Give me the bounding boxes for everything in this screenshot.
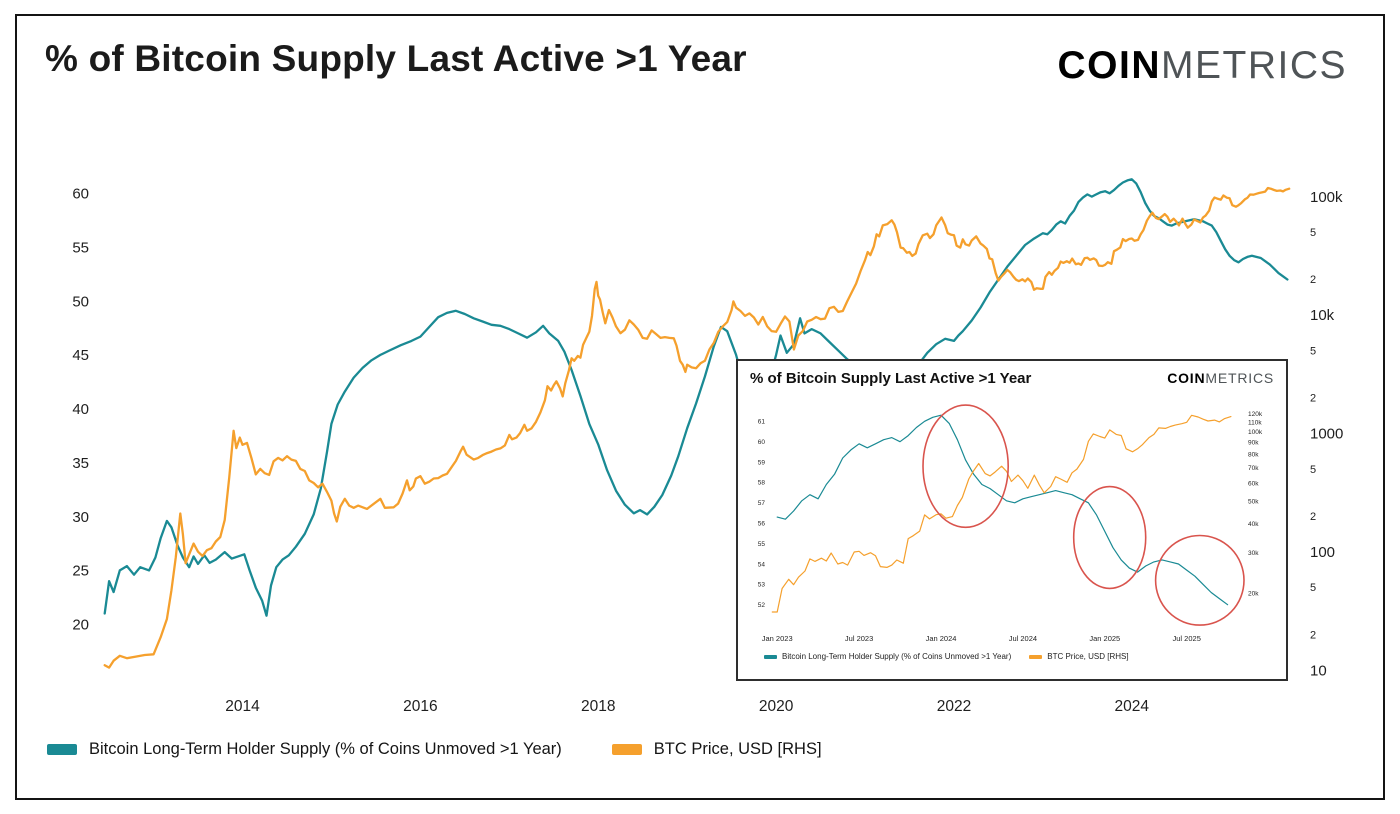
coinmetrics-logo: COINMETRICS xyxy=(1058,44,1348,88)
right-axis-tick-label: 2 xyxy=(1310,629,1316,641)
annotation-ellipse xyxy=(1154,534,1245,626)
right-axis-tick-label: 5 xyxy=(1310,582,1316,594)
left-axis-tick-label: 30 xyxy=(72,509,89,526)
inset-btc-price-legend-label: BTC Price, USD [RHS] xyxy=(1047,652,1129,661)
right-axis-tick-label: 100 xyxy=(1310,544,1335,561)
x-axis-tick-label: 2024 xyxy=(1115,698,1150,715)
btc-price-legend-label: BTC Price, USD [RHS] xyxy=(653,740,822,758)
btc-price-swatch xyxy=(611,744,642,755)
inset-chart: Jan 2023 Jul 2023 Jan 2024 Jul 2024 Jan 2025… xyxy=(758,404,1263,643)
left-axis-tick-label: 60 xyxy=(72,186,89,203)
lth-supply-legend-label: Bitcoin Long-Term Holder Supply (% of Co… xyxy=(89,740,562,758)
inset-lth-supply-swatch xyxy=(764,654,777,659)
legend-item-lth-supply: Bitcoin Long-Term Holder Supply (% of Co… xyxy=(47,740,562,759)
inset-chart-panel: % of Bitcoin Supply Last Active >1 Year … xyxy=(736,359,1288,681)
page-title: % of Bitcoin Supply Last Active >1 Year xyxy=(45,38,747,79)
annotation-ellipse xyxy=(1072,485,1147,590)
left-axis-tick-label: 35 xyxy=(72,455,89,472)
series-line-btc-price xyxy=(771,414,1232,613)
x-axis-tick-label: 2020 xyxy=(759,698,794,715)
right-axis-tick-label: 5 xyxy=(1310,464,1316,476)
right-axis-tick-label: 90k xyxy=(1248,440,1259,447)
left-axis-tick-label: 53 xyxy=(758,582,766,589)
x-axis-tick-label: Jul 2024 xyxy=(1009,634,1037,643)
left-axis-tick-label: 45 xyxy=(72,347,89,364)
left-axis-tick-label: 61 xyxy=(758,419,766,426)
inset-header: % of Bitcoin Supply Last Active >1 Year … xyxy=(738,361,1286,387)
x-axis-tick-label: 2016 xyxy=(403,698,437,715)
x-axis-tick-label: Jul 2023 xyxy=(845,634,873,643)
right-axis-tick-label: 60k xyxy=(1248,480,1259,487)
series-line-lth-supply xyxy=(776,414,1229,606)
right-axis-tick-label: 10k xyxy=(1310,307,1335,324)
inset-legend-item-lth-supply: Bitcoin Long-Term Holder Supply (% of Co… xyxy=(764,652,1011,661)
right-axis-tick-label: 30k xyxy=(1248,550,1259,557)
right-axis-tick-label: 80k xyxy=(1248,452,1259,459)
series-line-btc-price xyxy=(103,186,1291,669)
logo-coin-text: COIN xyxy=(1057,44,1161,87)
main-legend: Bitcoin Long-Term Holder Supply (% of Co… xyxy=(47,740,822,759)
inset-coinmetrics-logo: COINMETRICS xyxy=(1167,370,1274,386)
chart-frame: % of Bitcoin Supply Last Active >1 Year … xyxy=(15,14,1385,800)
lth-supply-swatch xyxy=(47,744,77,755)
left-axis-tick-label: 59 xyxy=(758,459,766,466)
left-axis-tick-label: 40 xyxy=(72,401,89,418)
inset-btc-price-swatch xyxy=(1029,654,1043,659)
x-axis-tick-label: Jan 2023 xyxy=(762,634,793,643)
legend-item-btc-price: BTC Price, USD [RHS] xyxy=(611,740,822,759)
left-axis-tick-label: 56 xyxy=(758,521,766,528)
x-axis-tick-label: 2018 xyxy=(581,698,615,715)
right-axis-tick-label: 2 xyxy=(1310,274,1316,286)
inset-logo-coin-text: COIN xyxy=(1167,370,1206,386)
right-axis-tick-label: 5 xyxy=(1310,345,1316,357)
left-axis-tick-label: 58 xyxy=(758,480,766,487)
right-axis-tick-label: 50k xyxy=(1248,499,1259,506)
left-axis-tick-label: 54 xyxy=(758,561,766,568)
right-axis-tick-label: 20k xyxy=(1248,591,1259,598)
x-axis-tick-label: 2022 xyxy=(937,698,971,715)
right-axis-tick-label: 100k xyxy=(1310,189,1343,206)
right-axis-tick-label: 40k xyxy=(1248,521,1259,528)
right-axis-tick-label: 70k xyxy=(1248,465,1259,472)
right-axis-tick-label: 120k xyxy=(1248,411,1263,418)
left-axis-tick-label: 20 xyxy=(72,617,89,634)
inset-logo-metrics-text: METRICS xyxy=(1205,370,1274,386)
right-axis-tick-label: 1000 xyxy=(1310,426,1343,443)
right-axis-tick-label: 5 xyxy=(1310,227,1316,239)
inset-legend-item-btc-price: BTC Price, USD [RHS] xyxy=(1029,652,1129,661)
left-axis-tick-label: 50 xyxy=(72,293,89,310)
x-axis-tick-label: Jan 2024 xyxy=(926,634,957,643)
right-axis-tick-label: 10 xyxy=(1310,662,1327,679)
annotation-ellipse xyxy=(922,404,1009,529)
right-axis-tick-label: 110k xyxy=(1248,420,1262,427)
x-axis-tick-label: 2014 xyxy=(225,698,260,715)
left-axis-tick-label: 52 xyxy=(758,602,766,609)
left-axis-tick-label: 25 xyxy=(72,563,89,580)
left-axis-tick-label: 55 xyxy=(758,541,766,548)
inset-lth-supply-legend-label: Bitcoin Long-Term Holder Supply (% of Co… xyxy=(782,652,1012,661)
left-axis-tick-label: 55 xyxy=(72,239,89,256)
inset-legend: Bitcoin Long-Term Holder Supply (% of Co… xyxy=(738,651,1286,661)
left-axis-tick-label: 57 xyxy=(758,500,766,507)
left-axis-tick-label: 60 xyxy=(758,439,766,446)
x-axis-tick-label: Jul 2025 xyxy=(1173,634,1201,643)
right-axis-tick-label: 2 xyxy=(1310,393,1316,405)
x-axis-tick-label: Jan 2025 xyxy=(1089,634,1120,643)
right-axis-tick-label: 100k xyxy=(1248,429,1263,436)
logo-metrics-text: METRICS xyxy=(1161,44,1347,87)
inset-title: % of Bitcoin Supply Last Active >1 Year xyxy=(750,370,1032,387)
right-axis-tick-label: 2 xyxy=(1310,511,1316,523)
